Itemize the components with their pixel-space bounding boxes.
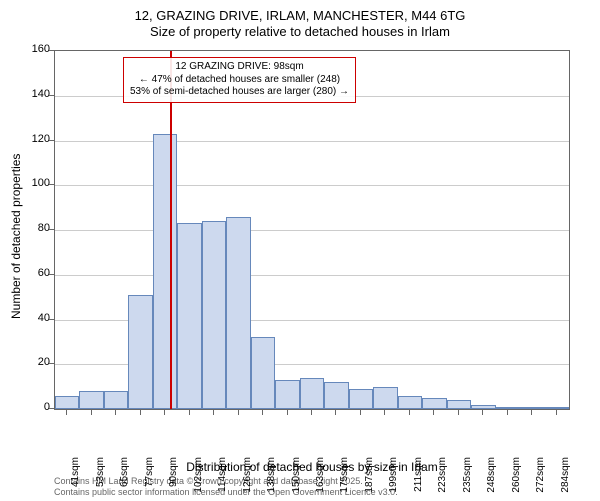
y-tick — [49, 50, 54, 51]
histogram-bar — [153, 134, 177, 409]
histogram-bar — [471, 405, 495, 409]
x-tick-label: 65sqm — [119, 457, 130, 501]
x-tick — [360, 410, 361, 415]
y-tick — [49, 229, 54, 230]
histogram-bar — [349, 389, 373, 409]
x-tick-label: 260sqm — [511, 457, 522, 501]
histogram-bar — [422, 398, 446, 409]
y-tick — [49, 408, 54, 409]
x-tick-label: 235sqm — [462, 457, 473, 501]
histogram-bar — [373, 387, 397, 409]
y-tick — [49, 184, 54, 185]
title-block: 12, GRAZING DRIVE, IRLAM, MANCHESTER, M4… — [0, 0, 600, 39]
x-tick-label: 284sqm — [560, 457, 571, 501]
y-tick-label: 140 — [20, 88, 50, 100]
y-tick-label: 20 — [20, 356, 50, 368]
x-tick — [433, 410, 434, 415]
x-tick — [91, 410, 92, 415]
histogram-bar — [128, 295, 152, 409]
x-tick — [115, 410, 116, 415]
title-line2: Size of property relative to detached ho… — [0, 24, 600, 40]
histogram-bar — [202, 221, 226, 409]
marker-line — [170, 51, 172, 409]
histogram-bar — [300, 378, 324, 409]
histogram-bar — [226, 217, 250, 409]
annotation-line3: 53% of semi-detached houses are larger (… — [130, 86, 349, 99]
x-tick — [164, 410, 165, 415]
x-tick-label: 211sqm — [413, 457, 424, 501]
gridline — [55, 275, 569, 276]
histogram-bar — [545, 407, 569, 409]
y-tick-label: 80 — [20, 222, 50, 234]
gridline — [55, 141, 569, 142]
y-tick-label: 120 — [20, 133, 50, 145]
histogram-bar — [324, 382, 348, 409]
x-tick-label: 90sqm — [168, 457, 179, 501]
y-tick-label: 60 — [20, 267, 50, 279]
x-tick — [482, 410, 483, 415]
x-tick — [213, 410, 214, 415]
x-tick — [311, 410, 312, 415]
gridline — [55, 185, 569, 186]
gridline — [55, 230, 569, 231]
annotation-line1: 12 GRAZING DRIVE: 98sqm — [130, 61, 349, 74]
plot-area: 12 GRAZING DRIVE: 98sqm ← 47% of detache… — [54, 50, 570, 410]
histogram-bar — [398, 396, 422, 409]
histogram-bar — [251, 337, 275, 409]
y-tick-label: 100 — [20, 177, 50, 189]
x-tick — [262, 410, 263, 415]
x-tick — [335, 410, 336, 415]
chart-container: 12, GRAZING DRIVE, IRLAM, MANCHESTER, M4… — [0, 0, 600, 500]
y-tick — [49, 274, 54, 275]
x-tick — [384, 410, 385, 415]
x-tick — [507, 410, 508, 415]
x-tick-label: 223sqm — [437, 457, 448, 501]
x-tick-label: 77sqm — [144, 457, 155, 501]
y-tick-label: 160 — [20, 43, 50, 55]
x-tick-label: 102sqm — [193, 457, 204, 501]
x-tick — [409, 410, 410, 415]
x-tick-label: 53sqm — [95, 457, 106, 501]
y-tick-label: 40 — [20, 312, 50, 324]
x-tick — [458, 410, 459, 415]
y-tick — [49, 319, 54, 320]
title-line1: 12, GRAZING DRIVE, IRLAM, MANCHESTER, M4… — [0, 8, 600, 24]
x-tick — [140, 410, 141, 415]
x-tick-label: 126sqm — [242, 457, 253, 501]
x-tick-label: 248sqm — [486, 457, 497, 501]
x-tick-label: 114sqm — [217, 457, 228, 501]
x-tick-label: 163sqm — [315, 457, 326, 501]
x-tick — [556, 410, 557, 415]
y-tick — [49, 95, 54, 96]
x-tick — [287, 410, 288, 415]
x-tick — [238, 410, 239, 415]
x-tick-label: 150sqm — [291, 457, 302, 501]
histogram-bar — [55, 396, 79, 409]
histogram-bar — [520, 407, 544, 409]
x-tick-label: 199sqm — [388, 457, 399, 501]
x-tick — [531, 410, 532, 415]
x-tick-label: 41sqm — [70, 457, 81, 501]
histogram-bar — [447, 400, 471, 409]
marker-annotation: 12 GRAZING DRIVE: 98sqm ← 47% of detache… — [123, 57, 356, 103]
histogram-bar — [177, 223, 201, 409]
y-tick-label: 0 — [20, 401, 50, 413]
histogram-bar — [79, 391, 103, 409]
annotation-line2: ← 47% of detached houses are smaller (24… — [130, 74, 349, 87]
x-tick-label: 138sqm — [266, 457, 277, 501]
histogram-bar — [275, 380, 299, 409]
y-tick — [49, 363, 54, 364]
x-tick-label: 187sqm — [364, 457, 375, 501]
x-tick-label: 175sqm — [339, 457, 350, 501]
x-tick-label: 272sqm — [535, 457, 546, 501]
histogram-bar — [104, 391, 128, 409]
x-tick — [66, 410, 67, 415]
x-tick — [189, 410, 190, 415]
histogram-bar — [496, 407, 520, 409]
y-tick — [49, 140, 54, 141]
